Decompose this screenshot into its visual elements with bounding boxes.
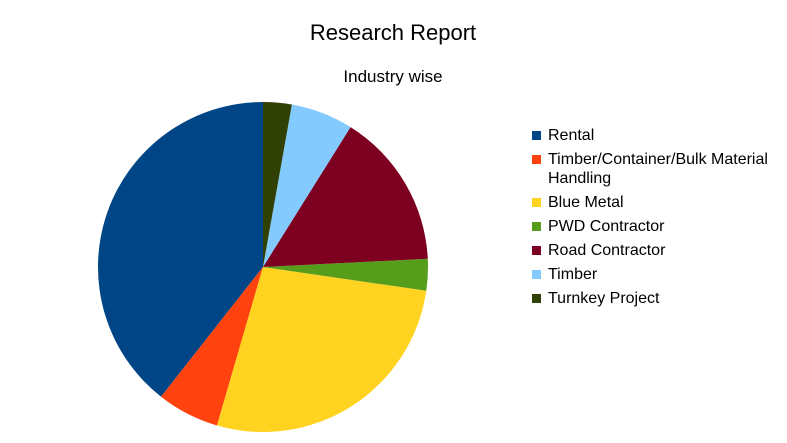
pie-slice	[263, 127, 428, 267]
legend-swatch	[532, 246, 541, 255]
legend-label: PWD Contractor	[548, 218, 665, 235]
legend-swatch	[532, 131, 541, 140]
legend-label: Timber/Container/Bulk Material Handling	[548, 151, 768, 187]
pie-slice	[263, 258, 428, 291]
legend-label: Turnkey Project	[548, 290, 660, 307]
legend-label: Road Contractor	[548, 242, 666, 259]
legend-swatch	[532, 294, 541, 303]
chart-subtitle: Industry wise	[343, 67, 442, 86]
legend-swatch	[532, 155, 541, 164]
pie-slice	[263, 104, 351, 268]
legend-swatch	[532, 270, 541, 279]
legend-item: Timber	[532, 265, 778, 284]
pie-slice	[98, 102, 263, 397]
pie-slice	[216, 267, 427, 433]
legend-label: Blue Metal	[548, 194, 624, 211]
legend-swatch	[532, 222, 541, 231]
legend-item: Road Contractor	[532, 241, 778, 260]
legend-item: Rental	[532, 126, 778, 145]
pie-slice	[161, 267, 263, 426]
legend-label: Timber	[548, 266, 598, 283]
legend-item: Blue Metal	[532, 193, 778, 212]
chart-title: Research Report	[310, 20, 476, 45]
legend-item: PWD Contractor	[532, 217, 778, 236]
pie-slice	[263, 102, 292, 267]
legend: Rental Timber/Container/Bulk Material Han…	[532, 126, 782, 313]
legend-swatch	[532, 198, 541, 207]
legend-item: Turnkey Project	[532, 289, 778, 308]
legend-label: Rental	[548, 127, 595, 144]
legend-item: Timber/Container/Bulk Material Handling	[532, 150, 778, 188]
